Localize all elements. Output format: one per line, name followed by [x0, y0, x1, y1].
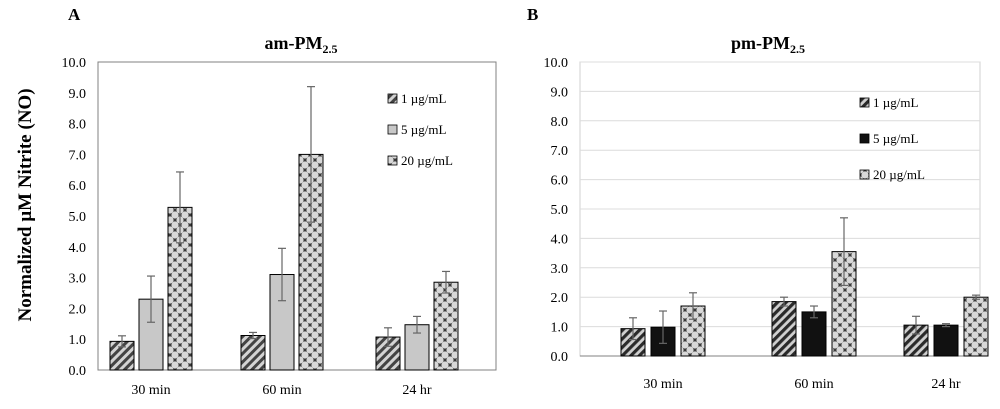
panel-b-error-bar	[942, 323, 950, 328]
panel-a-bar	[433, 281, 459, 371]
panel-b-error-bar	[912, 315, 920, 335]
panel-b-y-tick-label: 7.0	[551, 144, 569, 159]
panel-b-y-tick-label: 3.0	[551, 262, 569, 277]
panel-a-legend-label: 5 µg/mL	[401, 122, 446, 137]
panel-b-x-tick-label: 24 hr	[931, 377, 961, 392]
panel-a-y-tick-label: 9.0	[69, 87, 87, 102]
panel-b-x-tick-label: 30 min	[643, 377, 682, 392]
panel-b-error-bar	[629, 317, 637, 341]
panel-b-y-tick-label: 8.0	[551, 115, 569, 130]
panel-a-x-labels: 30 min 60 min 24 hr	[131, 383, 432, 398]
panel-b-legend-swatch	[859, 133, 870, 144]
panel-b-x-labels: 30 min 60 min 24 hr	[643, 377, 961, 392]
panel-a-y-tick-label: 10.0	[62, 56, 87, 71]
panel-b-legend-label: 1 µg/mL	[873, 95, 918, 110]
panel-b-y-tick-label: 6.0	[551, 174, 569, 189]
panel-a-legend-swatch	[387, 124, 398, 135]
panel-a-legend-label: 20 µg/mL	[401, 153, 453, 168]
panel-a-x-tick-label: 24 hr	[402, 383, 432, 398]
panel-a-y-tick-label: 2.0	[69, 302, 87, 317]
panel-a-y-tick-label: 4.0	[69, 241, 87, 256]
panel-b-y-ticks: 0.0 1.0 2.0 3.0 4.0 5.0 6.0 7.0 8.0 9.0 10.0	[544, 56, 980, 365]
panel-a-error-bar	[307, 86, 315, 223]
panel-a-error-bar	[413, 315, 421, 334]
panel-b-error-bar	[840, 217, 848, 287]
panel-b-x-tick-label: 60 min	[794, 377, 833, 392]
panel-a-y-tick-label: 7.0	[69, 148, 87, 163]
panel-a-legend-label: 1 µg/mL	[401, 91, 446, 106]
panel-a-y-tick-label: 3.0	[69, 272, 87, 287]
panel-b-y-tick-label: 0.0	[551, 350, 569, 365]
panel-a-title-sub: 2.5	[322, 42, 337, 56]
panel-b-error-bar	[810, 305, 818, 319]
panel-b-legend: 1 µg/mL 5 µg/mL 20 µg/mL	[859, 95, 925, 182]
panel-a-y-tick-label: 6.0	[69, 179, 87, 194]
panel-a-error-bar	[442, 270, 450, 294]
panel-a-y-ticks: 0.0 1.0 2.0 3.0 4.0 5.0 6.0 7.0 8.0 9.0 10.0	[62, 56, 496, 379]
panel-b-bar	[903, 324, 929, 357]
panel-a-legend-swatch	[387, 93, 398, 104]
panel-a-error-bar	[384, 327, 392, 347]
panel-a-y-tick-label: 5.0	[69, 210, 87, 225]
panel-b-y-tick-label: 2.0	[551, 291, 569, 306]
panel-a-x-tick-label: 60 min	[262, 383, 301, 398]
panel-b-bar	[933, 324, 959, 357]
panel-a-error-bar	[118, 335, 126, 348]
panel-a-y-tick-label: 8.0	[69, 118, 87, 133]
panel-b-y-tick-label: 4.0	[551, 232, 569, 247]
panel-a: A am-PM2.5 0.0 1.0 2.0 3.0 4.0 5.0 6.0 7.0 8.0 9.…	[62, 5, 497, 398]
panel-a-title: am-PM2.5	[265, 33, 338, 56]
panel-a-error-bar	[147, 275, 155, 323]
panel-b-legend-swatch	[859, 169, 870, 180]
panel-b-legend-label: 5 µg/mL	[873, 131, 918, 146]
panel-a-x-tick-label: 30 min	[131, 383, 170, 398]
panel-b-error-bar	[972, 294, 980, 300]
panel-b-bar	[801, 311, 827, 357]
panel-b-error-bar	[659, 310, 667, 344]
panel-b-error-bar	[780, 296, 788, 307]
panel-b-legend-swatch	[859, 97, 870, 108]
panel-a-error-bar	[176, 171, 184, 244]
panel-b-title-sub: 2.5	[790, 42, 805, 56]
panel-a-letter: A	[68, 5, 81, 24]
panel-b-title-main: pm-PM	[731, 33, 790, 53]
panel-b-bar	[963, 296, 989, 357]
panel-b-y-tick-label: 10.0	[544, 56, 569, 71]
y-axis-label: Normalized µM Nitrite (NO)	[15, 88, 36, 321]
panel-a-y-tick-label: 1.0	[69, 333, 87, 348]
panel-b-bars	[620, 217, 989, 357]
panel-a-title-main: am-PM	[265, 33, 323, 53]
panel-b-legend-label: 20 µg/mL	[873, 167, 925, 182]
panel-a-legend-swatch	[387, 155, 398, 166]
panel-a-y-tick-label: 0.0	[69, 364, 87, 379]
panel-b-y-tick-label: 1.0	[551, 321, 569, 336]
panel-a-bars	[109, 86, 459, 371]
panel-b-bar	[771, 301, 797, 357]
panel-a-error-bar	[249, 331, 257, 340]
panel-b-error-bar	[689, 292, 697, 320]
panel-a-legend: 1 µg/mL 5 µg/mL 20 µg/mL	[387, 91, 453, 168]
panel-b-y-tick-label: 9.0	[551, 85, 569, 100]
panel-b: B pm-PM2.5 0.0 1.0 2.0 3.0 4.0 5.0 6.0 7.0 8.0 9.…	[527, 5, 989, 392]
panel-b-letter: B	[527, 5, 538, 24]
panel-b-title: pm-PM2.5	[731, 33, 805, 56]
panel-b-y-tick-label: 5.0	[551, 203, 569, 218]
panel-a-bar	[240, 335, 266, 371]
panel-a-error-bar	[278, 247, 286, 302]
